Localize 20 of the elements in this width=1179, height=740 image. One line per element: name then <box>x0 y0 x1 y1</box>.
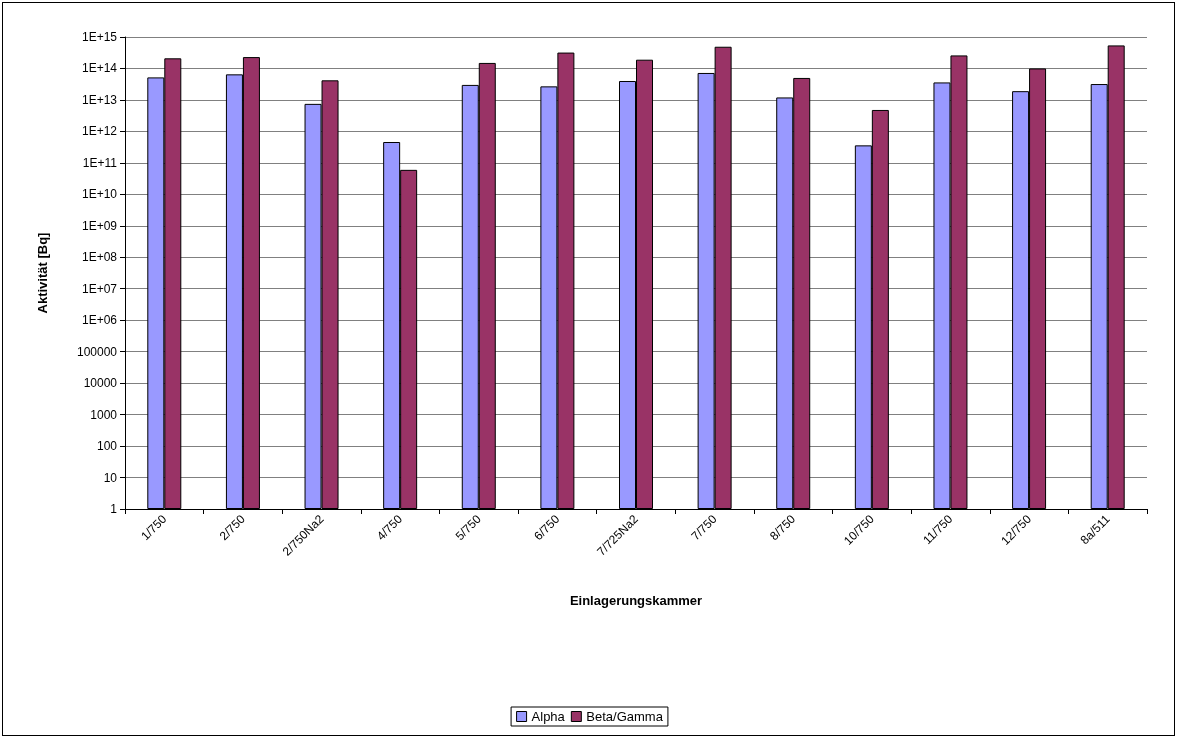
legend-label: Beta/Gamma <box>586 709 664 724</box>
y-tick-label: 1E+10 <box>81 187 118 202</box>
y-tick-label: 1E+06 <box>81 313 118 328</box>
y-tick-label: 1E+08 <box>81 250 118 265</box>
legend-label: Alpha <box>531 709 566 724</box>
y-tick-label: 1 <box>110 502 118 516</box>
y-tick-label: 1E+15 <box>81 30 118 44</box>
y-tick-label: 1E+12 <box>81 124 118 139</box>
y-tick-label: 1E+13 <box>81 92 118 107</box>
y-tick-label: 100 <box>96 439 118 454</box>
y-tick-label: 10000 <box>83 376 118 391</box>
y-tick-label: 1000 <box>90 407 118 422</box>
x-axis-title: Einlagerungskammer <box>569 593 703 608</box>
y-tick-label: 1E+11 <box>82 155 118 170</box>
y-tick-label: 1E+07 <box>81 281 118 296</box>
y-tick-label: 1E+09 <box>81 218 118 233</box>
y-axis-title: Aktivität [Bq] <box>35 232 50 314</box>
y-tick-label: 100000 <box>76 344 118 359</box>
y-tick-label: 1E+14 <box>81 61 118 76</box>
y-tick-label: 10 <box>103 470 118 485</box>
